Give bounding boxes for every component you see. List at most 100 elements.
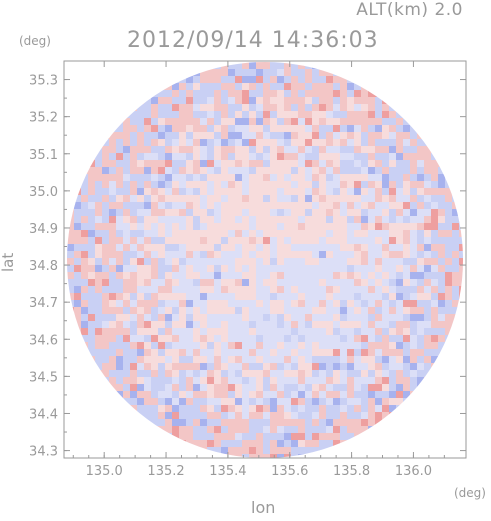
field-cell — [263, 76, 270, 83]
field-cell — [326, 426, 333, 433]
field-cell — [95, 244, 102, 251]
field-cell — [375, 216, 382, 223]
field-cell — [305, 90, 312, 97]
field-cell — [214, 181, 221, 188]
field-cell — [417, 160, 424, 167]
field-cell — [109, 335, 116, 342]
field-cell — [249, 104, 256, 111]
field-cell — [382, 237, 389, 244]
field-cell — [144, 97, 151, 104]
field-cell — [207, 216, 214, 223]
field-cell — [291, 293, 298, 300]
x-tick-label: 135.8 — [333, 464, 370, 479]
field-cell — [249, 146, 256, 153]
field-cell — [88, 349, 95, 356]
field-cell — [312, 139, 319, 146]
field-cell — [235, 167, 242, 174]
field-cell — [305, 419, 312, 426]
field-cell — [144, 300, 151, 307]
field-cell — [424, 272, 431, 279]
field-cell — [74, 335, 81, 342]
field-cell — [340, 384, 347, 391]
field-cell — [179, 447, 186, 454]
field-cell — [186, 174, 193, 181]
field-cell — [305, 251, 312, 258]
field-cell — [193, 97, 200, 104]
field-cell — [256, 230, 263, 237]
field-cell — [172, 174, 179, 181]
field-cell — [389, 377, 396, 384]
field-cell — [305, 62, 312, 69]
field-cell — [284, 181, 291, 188]
field-cell — [214, 174, 221, 181]
field-cell — [340, 307, 347, 314]
field-cell — [67, 293, 74, 300]
field-cell — [382, 300, 389, 307]
field-cell — [137, 237, 144, 244]
field-cell — [123, 118, 130, 125]
field-cell — [256, 97, 263, 104]
field-cell — [186, 384, 193, 391]
field-cell — [172, 258, 179, 265]
field-cell — [256, 335, 263, 342]
field-cell — [270, 181, 277, 188]
field-cell — [172, 377, 179, 384]
field-cell — [74, 258, 81, 265]
field-cell — [396, 363, 403, 370]
field-cell — [88, 272, 95, 279]
field-cell — [354, 139, 361, 146]
field-cell — [137, 342, 144, 349]
field-cell — [375, 195, 382, 202]
field-cell — [81, 202, 88, 209]
field-cell — [263, 349, 270, 356]
field-cell — [242, 328, 249, 335]
field-cell — [81, 342, 88, 349]
field-cell — [417, 167, 424, 174]
field-cell — [340, 370, 347, 377]
field-cell — [354, 356, 361, 363]
field-cell — [452, 279, 459, 286]
field-cell — [305, 426, 312, 433]
field-cell — [193, 440, 200, 447]
field-cell — [186, 188, 193, 195]
field-cell — [172, 286, 179, 293]
field-cell — [242, 370, 249, 377]
field-cell — [172, 440, 179, 447]
field-cell — [186, 370, 193, 377]
field-cell — [277, 398, 284, 405]
field-cell — [452, 286, 459, 293]
field-cell — [354, 377, 361, 384]
field-cell — [291, 237, 298, 244]
field-cell — [298, 307, 305, 314]
field-cell — [137, 377, 144, 384]
field-cell — [193, 160, 200, 167]
field-cell — [291, 195, 298, 202]
field-cell — [354, 426, 361, 433]
field-cell — [228, 216, 235, 223]
field-cell — [88, 230, 95, 237]
field-cell — [277, 209, 284, 216]
x-tick-label: 135.4 — [209, 464, 246, 479]
field-cell — [410, 377, 417, 384]
field-cell — [368, 370, 375, 377]
field-cell — [459, 202, 463, 209]
field-cell — [200, 286, 207, 293]
field-cell — [186, 160, 193, 167]
field-cell — [333, 426, 340, 433]
field-cell — [214, 146, 221, 153]
field-cell — [340, 90, 347, 97]
field-cell — [445, 349, 452, 356]
field-cell — [347, 426, 354, 433]
field-cell — [221, 167, 228, 174]
field-cell — [151, 307, 158, 314]
field-cell — [144, 398, 151, 405]
field-cell — [298, 265, 305, 272]
field-cell — [235, 286, 242, 293]
field-cell — [284, 160, 291, 167]
field-cell — [431, 370, 438, 377]
field-cell — [81, 321, 88, 328]
field-cell — [305, 398, 312, 405]
field-cell — [123, 314, 130, 321]
field-cell — [235, 342, 242, 349]
field-cell — [172, 321, 179, 328]
